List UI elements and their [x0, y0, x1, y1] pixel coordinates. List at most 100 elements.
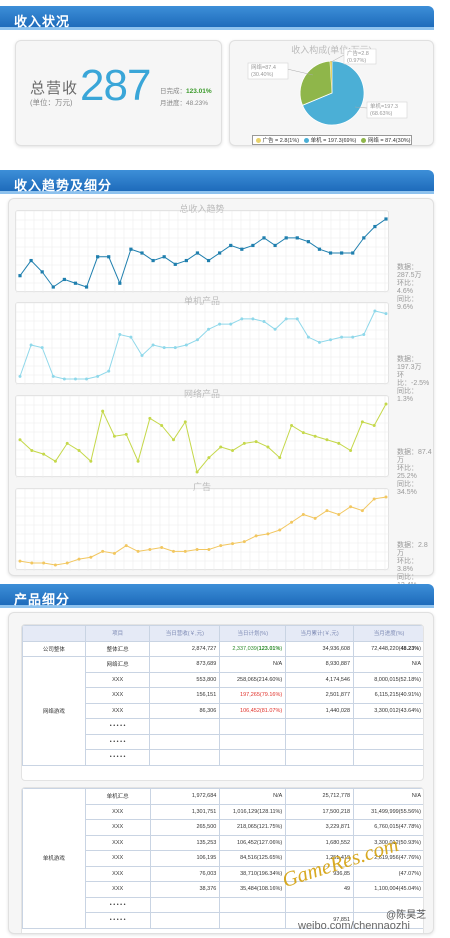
data-point	[306, 335, 310, 339]
cell-prog: 3,300,012(43.64%)	[353, 702, 423, 719]
data-point	[107, 369, 111, 373]
cell-rev: 86,306	[149, 702, 221, 719]
cell-cum	[285, 718, 355, 735]
cell-item: • • • • •	[84, 718, 151, 735]
cell-cum: 4,174,546	[285, 671, 355, 688]
cell-rev: 76,003	[149, 865, 221, 882]
cell-cum	[285, 896, 355, 913]
data-point	[262, 236, 266, 240]
cell-plan: N/A	[219, 656, 287, 673]
pie-callout-single-2: (68.63%)	[370, 111, 392, 117]
cell-rev	[149, 912, 221, 929]
data-point	[242, 540, 246, 544]
cell-rev	[149, 733, 221, 750]
data-point	[148, 416, 152, 420]
trend-stats: 数据：87.4万 环比：25.2% 同比：34.5%	[397, 449, 433, 497]
data-point	[124, 544, 128, 548]
data-point	[112, 551, 116, 555]
pie-callout-single-1: 单机=197.3	[370, 102, 398, 110]
trend-stat-0: 数据：287.5万	[397, 264, 422, 279]
company-progress: 72,448,220(48.23%)	[353, 640, 423, 657]
revenue-pie-chart: 广告=2.8 (0.97%) 网络=87.4 (30.40%) 单机=197.3…	[247, 48, 408, 126]
product-panel: 项目 当日营收(￥,元) 当日计划(%) 当月累计(￥,元) 当月进度(%) 公…	[8, 612, 434, 934]
trend-stat-1: 环比：-2.5%	[397, 372, 430, 387]
unit-label: (单位：万元)	[30, 98, 73, 107]
cell-cum: 3,229,871	[285, 819, 355, 836]
cell-plan: 258,065(214.60%)	[219, 671, 287, 688]
data-point	[183, 549, 187, 553]
data-point	[151, 258, 155, 263]
cell-cum: 1,440,028	[285, 702, 355, 719]
data-point	[207, 327, 211, 331]
cell-rev: 873,689	[149, 656, 221, 673]
legend-online: 网络 = 87.4(30%)	[361, 136, 410, 144]
data-point	[73, 377, 77, 381]
daily-label: 日完成：	[160, 88, 186, 95]
data-point	[195, 338, 199, 342]
trend-chart-3: 广告	[15, 482, 390, 571]
data-point	[195, 251, 200, 255]
cell-item: XXX	[84, 702, 151, 719]
data-point	[148, 547, 152, 551]
data-point	[77, 449, 81, 453]
cell-plan	[219, 733, 287, 750]
data-point	[384, 312, 388, 316]
trend-stats: 数据：197.3万 环比：-2.5% 同比：1.3%	[397, 356, 433, 404]
summary-card: 总营收 (单位：万元) 287 日完成：123.01% 月进度：48.23%	[15, 40, 222, 146]
data-point	[266, 445, 270, 449]
monthly-value: 48.23%	[186, 100, 209, 107]
data-point	[340, 335, 344, 339]
trend-line-chart	[16, 211, 390, 293]
data-point	[372, 497, 376, 501]
data-point	[373, 224, 377, 229]
cell-prog: 1,100,004(45.04%)	[353, 881, 423, 898]
data-point	[290, 423, 294, 427]
cell-item: XXX	[84, 865, 151, 882]
cell-item: • • • • •	[84, 912, 151, 929]
cell-prog	[353, 733, 423, 750]
data-point	[251, 317, 255, 321]
data-point	[328, 251, 333, 255]
cell-plan: 1,016,129(128.11%)	[219, 803, 287, 820]
series-line	[19, 403, 387, 474]
table-header-row: 项目 当日营收(￥,元) 当日计划(%) 当月累计(￥,元) 当月进度(%)	[22, 625, 423, 642]
data-point	[53, 459, 57, 463]
cell-plan: 84,516(125.65%)	[219, 850, 287, 867]
col-daily-revenue: 当日营收(￥,元)	[149, 625, 221, 642]
pie-title: 收入构成(单位:万元)	[291, 45, 372, 55]
data-point	[301, 431, 305, 435]
data-point	[313, 434, 317, 438]
trend-chart-title: 网络产品	[183, 389, 220, 399]
cell-plan	[219, 912, 287, 929]
cell-item: 单机汇总	[84, 788, 151, 805]
data-point	[231, 542, 235, 546]
trend-stat-2: 同比：1.3%	[397, 388, 418, 403]
daily-completion: 日完成：123.01%	[160, 85, 212, 95]
watermark-weibo-name: @陈昊芝	[386, 910, 427, 921]
trend-stat-1: 环比：3.8%	[397, 558, 418, 573]
data-point	[160, 423, 164, 427]
online-games-table: 项目 当日营收(￥,元) 当日计划(%) 当月累计(￥,元) 当月进度(%) 公…	[22, 625, 423, 766]
cell-item: XXX	[84, 687, 151, 704]
total-revenue-label: 总营收	[30, 80, 79, 97]
data-point	[173, 346, 177, 350]
trend-line-chart	[16, 303, 390, 385]
data-point	[284, 236, 288, 240]
cell-prog: 6,115,215(40.91%)	[353, 687, 423, 704]
cell-plan: N/A	[219, 788, 287, 805]
monthly-label: 月进度：	[160, 100, 186, 107]
data-point	[284, 317, 288, 321]
monthly-progress: 月进度：48.23%	[160, 97, 208, 107]
data-point	[112, 434, 116, 438]
cell-plan: 38,710(196.34%)	[219, 865, 287, 882]
data-point	[171, 549, 175, 553]
data-point	[273, 327, 277, 331]
cell-plan: 106,452(127.06%)	[219, 834, 287, 851]
data-point	[53, 563, 57, 567]
cell-item: 网络汇总	[84, 656, 151, 673]
table-row: XXX 38,376 35,484(108.16%) 49 1,100,004(45.0…	[23, 881, 423, 898]
data-point	[325, 438, 329, 442]
daily-value: 123.01%	[186, 88, 212, 95]
data-point	[73, 281, 78, 285]
company-plan-a: 2,337,039(	[232, 645, 259, 652]
